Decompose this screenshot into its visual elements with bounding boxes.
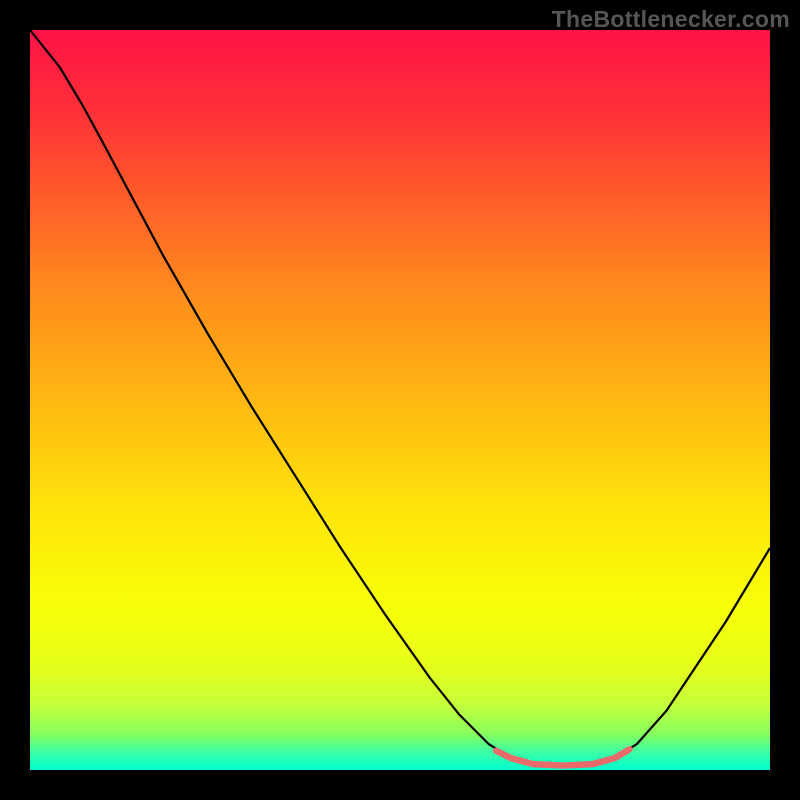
watermark-text: TheBottlenecker.com	[552, 6, 790, 33]
chart-canvas: TheBottlenecker.com	[0, 0, 800, 800]
chart-svg	[0, 0, 800, 800]
gradient-plot-area	[30, 30, 770, 770]
